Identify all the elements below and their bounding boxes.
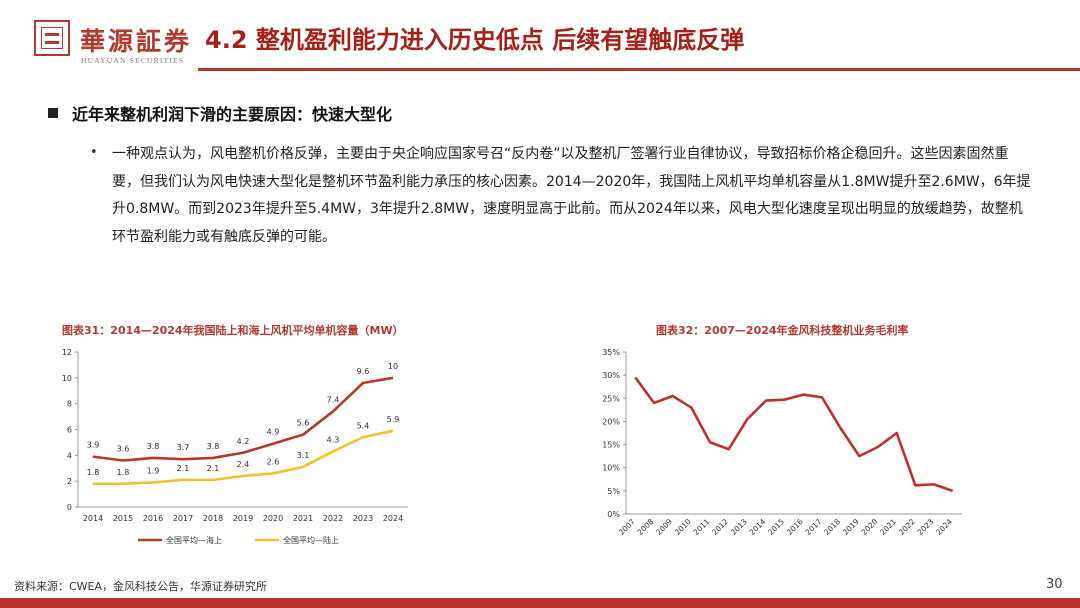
chart32-y-tick-label: 20% [602,417,620,426]
chart31-data-label: 7.4 [327,395,340,404]
brand-name-cn: 華源証券 [80,27,193,56]
chart31-title: 图表31：2014—2024年我国陆上和海上风机平均单机容量（MW） [62,324,404,337]
chart32-x-tick-label: 2011 [692,517,712,537]
chart31-x-tick-label: 2019 [233,514,253,523]
chart31-data-label: 1.9 [147,466,160,475]
chart31-y-tick-label: 2 [67,477,72,486]
chart31-x-tick-label: 2017 [173,514,193,523]
chart32-x-tick-label: 2014 [748,517,768,537]
chart31-series-line [93,429,394,486]
brand-name-en: HUAYUAN SECURITIES [81,56,185,65]
chart31-x-tick-label: 2020 [263,514,283,523]
chart31-x-tick-label: 2016 [143,514,163,523]
chart32-y-tick-label: 5% [607,487,620,496]
chart32-y-tick-label: 10% [602,464,620,473]
chart31-data-label: 9.6 [357,367,370,376]
chart32-title: 图表32：2007—2024年金风科技整机业务毛利率 [656,324,909,337]
chart31-x-tick-label: 2014 [83,514,103,523]
chart32-series-line [634,376,954,493]
chart31-y-tick-label: 8 [67,400,72,409]
chart31-data-label: 4.9 [267,428,280,437]
chart31-y-tick-label: 4 [67,451,72,460]
chart31-data-label: 3.9 [87,441,100,450]
chart32-x-tick-label: 2013 [729,517,749,537]
chart31-y-tick-label: 12 [62,348,72,357]
chart32-x-tick-label: 2024 [934,517,954,537]
chart31-data-label: 2.4 [237,460,250,469]
chart31-data-label: 2.6 [267,457,280,466]
chart32: 0%5%10%15%20%25%30%35%200720082009201020… [602,348,962,537]
chart32-x-tick-label: 2021 [878,517,898,537]
chart31-data-label: 5.4 [357,421,370,430]
chart31-legend-label: 全国平均—海上 [166,535,222,545]
chart32-x-tick-label: 2023 [916,517,936,537]
chart31-x-tick-label: 2021 [293,514,313,523]
chart31-y-tick-label: 6 [67,426,72,435]
chart31-y-tick-label: 0 [67,503,72,512]
slide-title: 4.2 整机盈利能力进入历史低点 后续有望触底反弹 [205,26,745,54]
brand-logo-icon [34,20,70,56]
bullet-dot: • [90,145,98,160]
chart32-y-tick-label: 30% [602,371,620,380]
body-paragraph: 一种观点认为，风电整机价格反弹，主要由于央企响应国家号召“反内卷”以及整机厂签署… [112,146,1031,245]
chart31-data-label: 4.2 [237,437,250,446]
chart32-x-tick-label: 2012 [710,517,730,537]
chart32-x-tick-label: 2020 [860,517,880,537]
chart31-x-tick-label: 2024 [383,514,403,523]
section-heading: 近年来整机利润下滑的主要原因：快速大型化 [72,105,393,124]
chart31-data-label: 5.6 [297,419,310,428]
square-bullet-icon [48,108,58,118]
page-number: 30 [1046,577,1063,592]
chart32-y-tick-label: 35% [602,348,620,357]
chart31-data-label: 3.1 [297,451,310,460]
chart31-data-label: 1.8 [117,468,130,477]
chart32-x-tick-label: 2018 [822,517,842,537]
chart32-y-tick-label: 25% [602,394,620,403]
source-note: 资料来源：CWEA，金风科技公告，华源证券研究所 [14,580,268,593]
chart32-y-tick-label: 15% [602,441,620,450]
chart32-x-tick-label: 2015 [766,517,786,537]
chart31-x-tick-label: 2023 [353,514,373,523]
chart32-x-tick-label: 2022 [897,517,917,537]
title-divider [198,68,1080,71]
chart31-data-label: 3.6 [117,445,130,454]
chart31: 0 2 4 6 8 10 12 2014 2015 2016 2017 2018 2019 2020 202… [62,348,408,545]
chart31-data-label: 5.9 [387,415,400,424]
chart31-data-label: 4.3 [327,435,340,444]
chart31-data-label: 3.7 [177,443,190,452]
chart32-x-tick-label: 2019 [841,517,861,537]
chart31-data-label: 2.1 [207,464,220,473]
chart32-x-tick-label: 2017 [804,517,824,537]
chart31-x-tick-label: 2015 [113,514,133,523]
chart32-y-tick-label: 0% [607,510,620,519]
chart31-data-label: 1.8 [87,468,100,477]
chart32-x-tick-label: 2016 [785,517,805,537]
chart32-x-tick-label: 2010 [673,517,693,537]
chart31-x-tick-label: 2022 [323,514,343,523]
chart31-data-label: 2.1 [177,464,190,473]
chart32-x-tick-label: 2009 [654,517,674,537]
chart31-data-label: 3.8 [207,442,220,451]
chart31-data-label: 10 [388,362,398,371]
chart31-data-label: 3.8 [147,442,160,451]
chart32-x-tick-label: 2008 [636,517,656,537]
chart31-x-tick-label: 2018 [203,514,223,523]
chart31-series-line [92,376,394,462]
chart31-legend-label: 全国平均—陆上 [283,535,339,545]
chart31-y-tick-label: 10 [62,374,72,383]
chart32-x-tick-label: 2007 [617,517,637,537]
footer-bar [0,598,1080,608]
